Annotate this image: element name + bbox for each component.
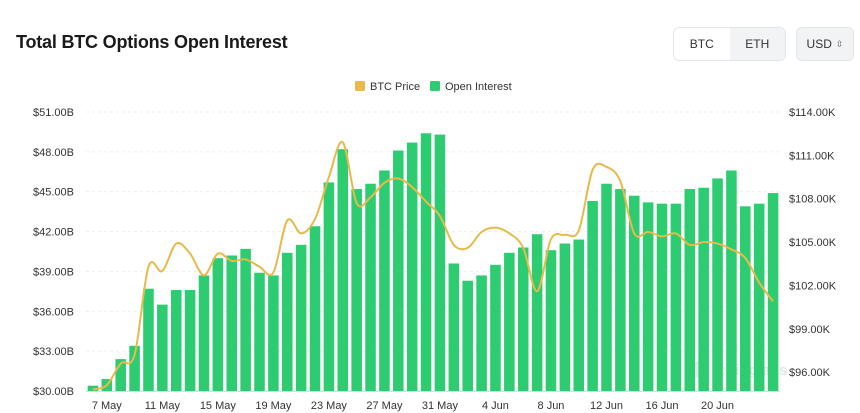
oi-bar: [323, 182, 335, 391]
oi-bar: [601, 183, 612, 391]
y-right-tick-label: $102.00K: [789, 280, 837, 292]
oi-bar: [726, 170, 737, 391]
oi-bar: [254, 272, 265, 391]
legend-swatch-open-interest[interactable]: [430, 81, 440, 91]
oi-bar: [573, 239, 585, 391]
oi-bar: [628, 195, 640, 391]
oi-bar: [656, 203, 668, 391]
legend-label-btc-price: BTC Price: [370, 81, 420, 93]
page-title: Total BTC Options Open Interest: [16, 32, 288, 52]
x-tick-label: 31 May: [422, 400, 459, 412]
oi-bar: [337, 149, 349, 391]
oi-bar: [393, 150, 404, 391]
x-tick-label: 19 May: [255, 400, 292, 412]
y-right-tick-label: $99.00K: [789, 324, 831, 336]
oi-bar: [587, 201, 598, 391]
oi-bar: [170, 290, 182, 391]
legend-label-open-interest: Open Interest: [445, 81, 512, 93]
chevron-up-down-icon: ⇳: [835, 38, 844, 49]
y-left-tick-label: $33.00B: [33, 346, 74, 358]
y-left-tick-label: $30.00B: [33, 386, 74, 398]
y-right-tick-label: $105.00K: [789, 237, 837, 249]
oi-bar: [87, 385, 99, 391]
oi-bar: [490, 264, 501, 391]
oi-bar: [434, 134, 446, 392]
oi-bar: [184, 290, 196, 391]
oi-bar: [517, 247, 529, 391]
y-left-tick-label: $36.00B: [33, 306, 74, 318]
x-tick-label: 11 May: [145, 400, 181, 412]
y-left-tick-label: $51.00B: [33, 107, 74, 119]
oi-bar: [212, 258, 224, 391]
oi-bar: [531, 234, 543, 391]
x-tick-label: 12 Jun: [590, 400, 623, 412]
y-left-tick-label: $39.00B: [33, 266, 74, 278]
oi-bar: [268, 275, 279, 391]
oi-bar: [476, 275, 487, 391]
eth-toggle-button[interactable]: ETH: [729, 28, 785, 60]
btc-toggle-button[interactable]: BTC: [674, 28, 730, 60]
asset-toggle: BTC ETH: [673, 27, 786, 61]
currency-select[interactable]: USD ⇳: [796, 27, 854, 61]
x-tick-label: 20 Jun: [701, 400, 734, 412]
oi-bar: [615, 189, 626, 391]
oi-bar: [115, 359, 126, 391]
oi-bar: [295, 244, 307, 391]
x-tick-label: 15 May: [200, 400, 237, 412]
oi-bar: [240, 248, 251, 391]
oi-bar: [157, 304, 168, 391]
oi-bar: [698, 187, 709, 391]
oi-bar: [379, 170, 390, 391]
oi-bar: [684, 189, 696, 391]
oi-bar: [504, 252, 515, 391]
y-left-tick-label: $42.00B: [33, 227, 74, 239]
x-tick-label: 8 Jun: [538, 400, 565, 412]
oi-bar: [226, 255, 238, 391]
oi-bar: [365, 183, 376, 391]
oi-bar: [462, 280, 473, 391]
oi-bar: [309, 226, 321, 391]
oi-bar: [753, 203, 765, 391]
y-right-tick-label: $108.00K: [789, 194, 837, 206]
oi-bar: [143, 288, 154, 391]
oi-bar: [406, 142, 418, 391]
x-tick-label: 16 Jun: [646, 400, 679, 412]
oi-bar: [129, 345, 140, 391]
y-right-tick-label: $111.00K: [789, 150, 835, 162]
oi-bar: [559, 243, 571, 391]
oi-bar: [740, 206, 751, 391]
btc-price-line: [92, 141, 774, 391]
oi-bar: [642, 202, 654, 391]
oi-bar: [670, 203, 682, 391]
oi-bar: [420, 133, 432, 391]
oi-bar: [281, 252, 293, 391]
oi-bar: [767, 193, 779, 391]
y-right-tick-label: $96.00K: [789, 367, 831, 379]
x-tick-label: 7 May: [92, 400, 122, 412]
oi-bar: [198, 275, 210, 391]
oi-bar: [712, 178, 723, 391]
oi-bar: [545, 250, 557, 391]
y-left-tick-label: $48.00B: [33, 147, 74, 159]
x-tick-label: 27 May: [366, 400, 403, 412]
y-right-tick-label: $114.00K: [789, 107, 836, 119]
x-tick-label: 4 Jun: [482, 400, 509, 412]
currency-label: USD: [806, 37, 832, 51]
oi-bar: [448, 263, 460, 391]
legend-swatch-btc-price[interactable]: [355, 81, 365, 91]
x-tick-label: 23 May: [311, 400, 348, 412]
oi-bar: [351, 189, 362, 391]
y-left-tick-label: $45.00B: [33, 187, 74, 199]
